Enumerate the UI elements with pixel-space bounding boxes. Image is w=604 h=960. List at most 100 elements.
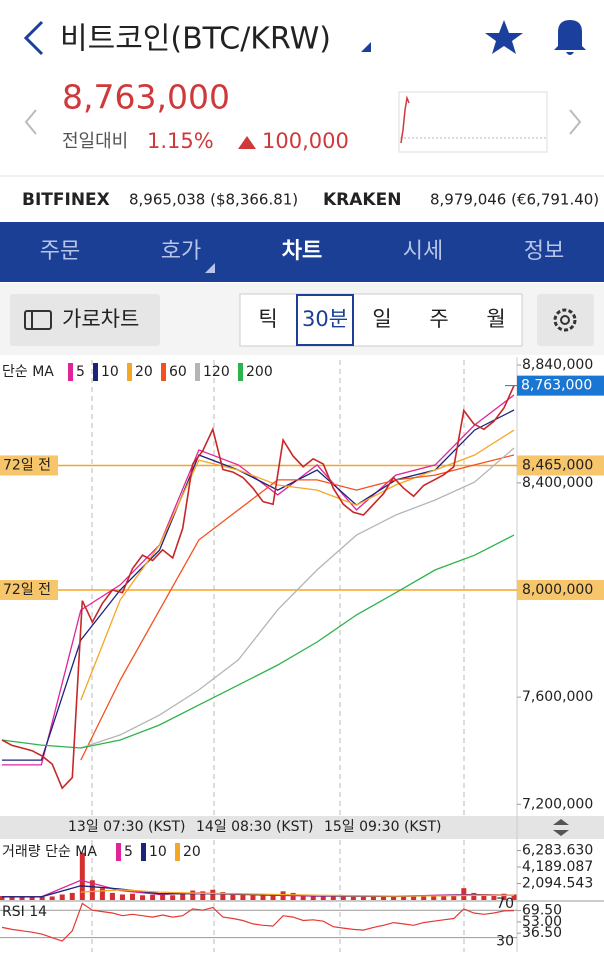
volume-bar [441, 895, 447, 900]
volume-bar [0, 896, 5, 900]
reference-label-box [517, 455, 604, 476]
exchange-price: 8,965,038 ($8,366.81) [129, 191, 298, 209]
legend-label: 60 [169, 364, 187, 380]
tab-bar [0, 222, 604, 282]
volume-bar [130, 893, 136, 900]
y-tick-label: 8,840,000 [522, 357, 593, 373]
tab[interactable]: 호가 [161, 239, 201, 264]
settings-button[interactable] [537, 294, 594, 346]
period-button[interactable]: 월 [486, 307, 505, 331]
legend-swatch [161, 363, 166, 381]
y-tick-label: 7,600,000 [522, 689, 593, 705]
tab-group: 주문 호가 차트 시세 정보 [40, 239, 564, 264]
legend-swatch [195, 363, 200, 381]
volume-bar [210, 889, 216, 900]
next-button[interactable] [569, 109, 582, 135]
volume-bar [360, 896, 366, 900]
y-tick-label: 36.50 [522, 925, 562, 941]
volume-bar [260, 895, 266, 900]
volume-bar [170, 895, 176, 900]
landscape-label[interactable]: 가로차트 [62, 307, 139, 331]
ma-line [80, 429, 515, 701]
volume-bar [350, 896, 356, 900]
resize-handle[interactable] [553, 819, 569, 836]
legend-swatch [116, 843, 121, 861]
volume-bar [391, 895, 397, 900]
landscape-button[interactable] [10, 294, 160, 346]
current-price-box [517, 375, 604, 396]
volume-bar [140, 895, 146, 900]
period-button[interactable]: 주 [429, 307, 448, 331]
y-tick-label: 7,200,000 [522, 796, 593, 812]
volume-bar [119, 894, 125, 900]
volume-bar [431, 895, 437, 900]
volume-bar [370, 896, 376, 900]
legend-label: 20 [135, 364, 153, 380]
reference-label-box [517, 580, 604, 600]
legend-label: 5 [124, 844, 133, 860]
reference-note: 72일 전 [3, 582, 51, 598]
title-dropdown[interactable] [361, 42, 371, 52]
period-button[interactable]: 일 [372, 307, 391, 331]
exchange-name: KRAKEN [323, 190, 401, 210]
volume-bar [310, 894, 316, 900]
tab[interactable]: 정보 [524, 239, 564, 264]
legend-label: 10 [149, 844, 167, 860]
back-button[interactable] [23, 20, 44, 56]
level-label: 70 [496, 896, 514, 912]
period-group [239, 293, 523, 347]
favorite-icon[interactable] [485, 20, 523, 54]
current-price: 8,763,000 [62, 78, 230, 117]
tab[interactable]: 차트 [282, 239, 322, 264]
legend-label: 200 [246, 364, 273, 380]
volume-bar [49, 896, 55, 900]
ma-line [80, 447, 515, 749]
volume-bar [59, 894, 65, 900]
volume-bar [471, 892, 477, 900]
x-label: 15일 09:30 (KST) [324, 819, 441, 835]
volume-bar [290, 892, 296, 900]
volume-bar [69, 892, 75, 900]
y-tick-label: 6,283.630 [522, 842, 593, 858]
tab-dropdown [205, 263, 215, 273]
x-label: 14일 08:30 (KST) [196, 819, 313, 835]
x-label: 13일 07:30 (KST) [68, 819, 185, 835]
ma-line [2, 409, 515, 761]
level-label: 30 [496, 934, 514, 950]
period-buttons: 틱 30분 일 주 월 [258, 294, 506, 346]
volume-bar [160, 894, 166, 900]
volume-bar [190, 890, 196, 900]
change-amount: 100,000 [262, 129, 349, 153]
volume-bar [340, 896, 346, 900]
volume-bar [511, 894, 517, 900]
price-line [1, 385, 515, 790]
legend-title: RSI 14 [2, 904, 47, 920]
reference-note-box [0, 580, 58, 600]
alert-icon[interactable] [554, 20, 586, 55]
reference-note: 72일 전 [3, 457, 51, 473]
ma-line [1, 534, 515, 749]
page-title[interactable]: 비트코인(BTC/KRW) [60, 22, 331, 57]
exchange-price: 8,979,046 (€6,791.40) [430, 191, 599, 209]
reference-label: 8,000,000 [522, 582, 593, 598]
volume-bar [29, 896, 35, 900]
period-button[interactable]: 틱 [258, 307, 277, 331]
y-tick-label: 8,400,000 [522, 475, 593, 491]
tab[interactable]: 시세 [403, 239, 443, 264]
period-button[interactable]: 30분 [302, 307, 348, 331]
legend-title: 거래량 단순 MA [2, 844, 97, 860]
chart-area [0, 357, 604, 960]
current-price-label: 8,763,000 [521, 378, 592, 394]
legend-swatch [68, 363, 73, 381]
mini-chart-line [400, 95, 410, 144]
change-rate: 1.15% [147, 129, 214, 153]
legend-swatch [93, 363, 98, 381]
legend-swatch [141, 843, 146, 861]
time-axis [0, 816, 604, 839]
prev-button[interactable] [24, 109, 37, 135]
y-tick-label: 4,189.087 [522, 859, 593, 875]
tab[interactable]: 주문 [40, 239, 80, 264]
volume-bar [99, 888, 105, 900]
